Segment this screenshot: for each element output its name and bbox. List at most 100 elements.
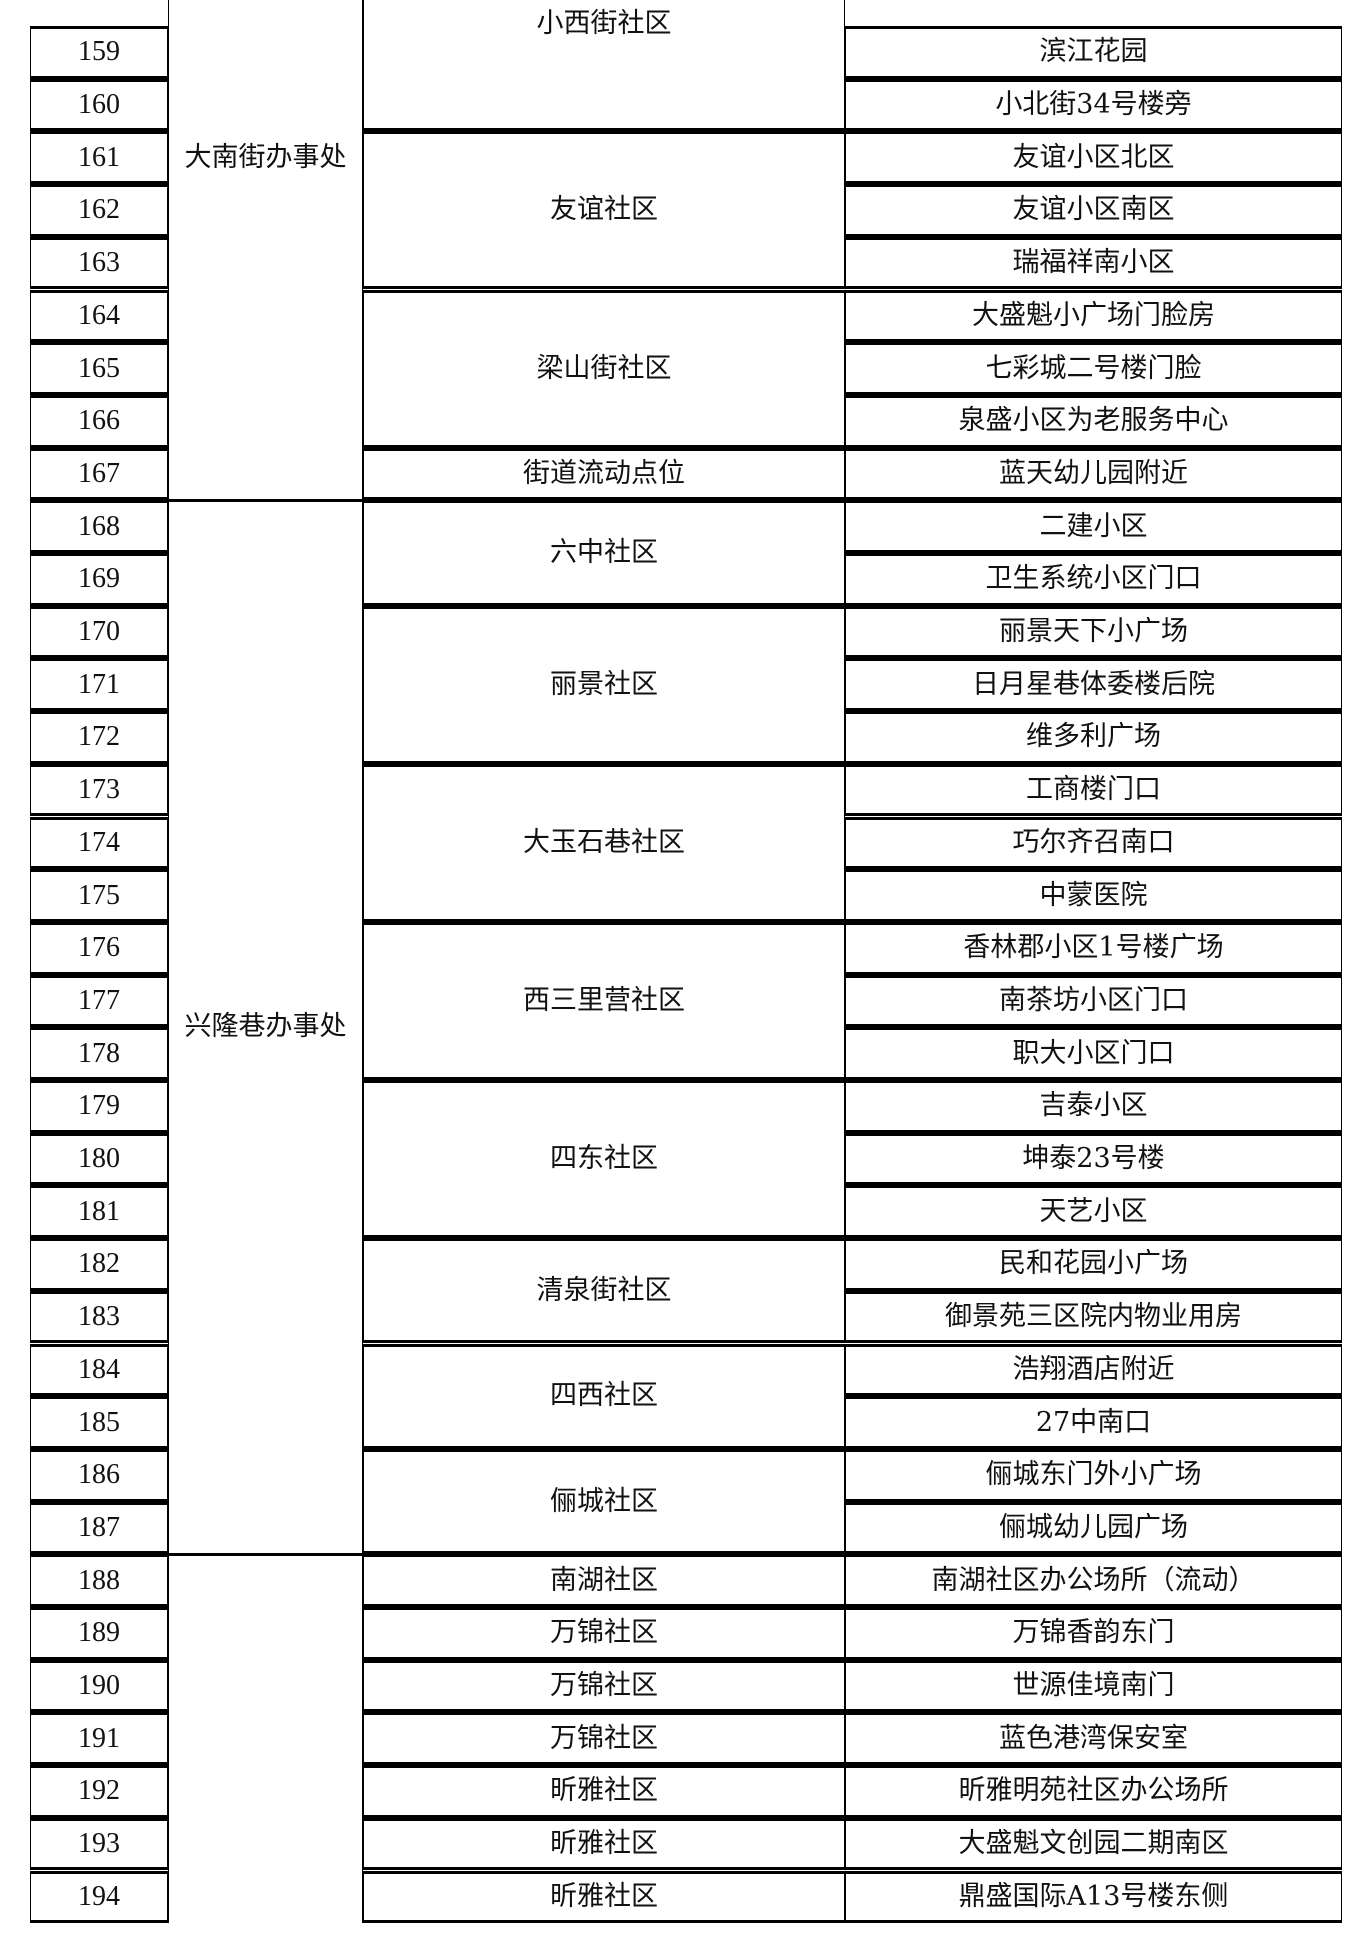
row-number: 192 (30, 1765, 168, 1818)
row-number-text: 169 (78, 563, 120, 595)
location-cell: 瑞福祥南小区 (845, 236, 1342, 290)
community-cell: 俪城社区 (363, 1448, 845, 1555)
community-cell: 大玉石巷社区 (363, 763, 845, 922)
office-cell: 大南街办事处 (168, 0, 363, 501)
office-divider (168, 498, 363, 502)
row-number: 160 (30, 78, 168, 132)
row-number-text: 165 (78, 352, 120, 384)
location-cell-text: 友谊小区南区 (1012, 194, 1175, 226)
location-cell-text: 万锦香韵东门 (1012, 1617, 1175, 1649)
row-number: 181 (30, 1185, 168, 1239)
location-cell-text: 南茶坊小区门口 (999, 984, 1188, 1016)
row-number-text: 187 (78, 1511, 120, 1543)
row-number-text: 183 (78, 1301, 120, 1333)
row-number: 185 (30, 1396, 168, 1449)
location-cell: 职大小区门口 (845, 1027, 1342, 1080)
row-number-text: 175 (78, 879, 120, 911)
community-cell: 四西社区 (363, 1343, 845, 1449)
community-cell: 梁山街社区 (363, 289, 845, 448)
row-number: 164 (30, 289, 168, 343)
row-number-text: 180 (78, 1143, 120, 1175)
row-number: 176 (30, 921, 168, 975)
community-cell: 西三里营社区 (363, 921, 845, 1080)
community-cell-text: 小西街社区 (536, 8, 672, 39)
location-cell: 天艺小区 (845, 1185, 1342, 1239)
location-cell: 香林郡小区1号楼广场 (845, 921, 1342, 975)
row-number-text: 178 (78, 1037, 120, 1069)
location-cell: 日月星巷体委楼后院 (845, 658, 1342, 712)
community-cell-text: 万锦社区 (550, 1722, 658, 1754)
row-number-text: 162 (78, 194, 120, 226)
location-cell-text: 民和花园小广场 (999, 1248, 1188, 1280)
location-cell-text: 俪城幼儿园广场 (999, 1511, 1188, 1543)
location-cell: 七彩城二号楼门脸 (845, 342, 1342, 395)
community-cell: 四东社区 (363, 1080, 845, 1239)
community-cell: 六中社区 (363, 500, 845, 606)
community-cell-text: 万锦社区 (550, 1617, 658, 1649)
row-number: 171 (30, 658, 168, 712)
row-number-text: 172 (78, 721, 120, 753)
row-number-text: 193 (78, 1828, 120, 1860)
location-cell-text: 吉泰小区 (1039, 1090, 1148, 1122)
row-number: 166 (30, 394, 168, 448)
community-cell-text: 南湖社区 (550, 1564, 658, 1596)
location-cell: 世源佳境南门 (845, 1659, 1342, 1713)
row-number-text: 190 (78, 1670, 120, 1702)
row-number-text: 170 (78, 616, 120, 648)
office-divider (168, 1552, 363, 1556)
location-cell: 蓝天幼儿园附近 (845, 447, 1342, 501)
location-cell: 友谊小区北区 (845, 131, 1342, 185)
location-cell: 俪城东门外小广场 (845, 1448, 1342, 1502)
row-number: 175 (30, 869, 168, 922)
row-number: 187 (30, 1501, 168, 1555)
row-number-text: 166 (78, 405, 120, 437)
row-number: 172 (30, 711, 168, 764)
community-cell-text: 昕雅社区 (550, 1880, 658, 1912)
community-cell-text: 清泉街社区 (536, 1274, 672, 1306)
office-cell-text: 兴隆巷办事处 (184, 1011, 347, 1043)
row-number: 168 (30, 500, 168, 553)
row-number-text: 173 (78, 774, 120, 806)
location-cell-text: 职大小区门口 (1012, 1037, 1175, 1069)
location-cell-text: 中蒙医院 (1039, 879, 1148, 911)
location-cell-text: 瑞福祥南小区 (1012, 247, 1175, 279)
row-number-text: 168 (78, 510, 120, 542)
community-cell-text: 西三里营社区 (523, 984, 685, 1016)
row-number: 177 (30, 974, 168, 1028)
office-cell: 兴隆巷办事处 (168, 500, 363, 1555)
location-cell: 卫生系统小区门口 (845, 553, 1342, 606)
location-cell-text: 蓝色港湾保安室 (999, 1722, 1188, 1754)
community-cell-text: 丽景社区 (550, 668, 658, 700)
community-cell-text: 昕雅社区 (550, 1828, 658, 1860)
community-cell: 丽景社区 (363, 605, 845, 764)
community-cell-text: 六中社区 (550, 536, 658, 568)
row-number: 184 (30, 1343, 168, 1397)
location-cell-text: 香林郡小区1号楼广场 (963, 932, 1224, 964)
location-cell-text: 泉盛小区为老服务中心 (958, 405, 1229, 437)
location-cell-text: 大盛魁文创园二期南区 (958, 1828, 1229, 1860)
community-cell-text: 梁山街社区 (536, 352, 672, 384)
row-number: 190 (30, 1659, 168, 1713)
row-number: 194 (30, 1870, 168, 1924)
row-number-text: 163 (78, 247, 120, 279)
row-number-text: 181 (78, 1195, 120, 1227)
row-number-text: 186 (78, 1459, 120, 1491)
location-cell: 南湖社区办公场所（流动） (845, 1554, 1342, 1607)
location-cell: 昕雅明苑社区办公场所 (845, 1765, 1342, 1818)
location-cell: 俪城幼儿园广场 (845, 1501, 1342, 1555)
community-cell: 万锦社区 (363, 1607, 845, 1660)
location-cell-text: 七彩城二号楼门脸 (985, 352, 1202, 384)
community-cell: 万锦社区 (363, 1712, 845, 1766)
location-cell-text: 大盛魁小广场门脸房 (972, 299, 1215, 331)
location-cell: 大盛魁文创园二期南区 (845, 1817, 1342, 1871)
community-cell: 昕雅社区 (363, 1765, 845, 1818)
row-number-text: 171 (78, 668, 120, 700)
row-number: 191 (30, 1712, 168, 1766)
location-cell-text: 二建小区 (1039, 510, 1148, 542)
row-number: 180 (30, 1132, 168, 1186)
location-cell: 泉盛小区为老服务中心 (845, 394, 1342, 448)
row-number: 173 (30, 763, 168, 817)
location-cell: 鼎盛国际A13号楼东侧 (845, 1870, 1342, 1924)
location-cell-text: 维多利广场 (1026, 721, 1161, 753)
community-cell: 昕雅社区 (363, 1870, 845, 1924)
